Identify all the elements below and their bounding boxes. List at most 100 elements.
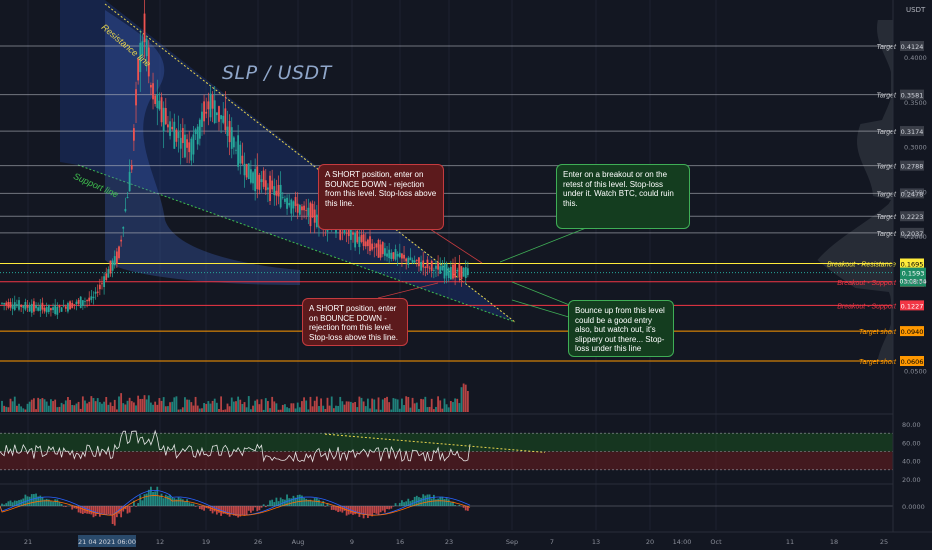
volume-bar	[445, 404, 448, 412]
volume-bar	[415, 402, 418, 412]
candle-body	[460, 266, 463, 280]
volume-bar	[103, 401, 106, 412]
macd-histogram-bar	[232, 506, 235, 516]
macd-histogram-bar	[435, 499, 437, 506]
macd-histogram-bar	[222, 506, 225, 514]
volume-bar	[449, 400, 452, 412]
volume-bar	[145, 399, 148, 412]
macd-histogram-bar	[177, 497, 180, 506]
volume-bar	[381, 399, 384, 412]
rsi-tick-1: 60.00	[902, 439, 921, 447]
candle-body	[186, 139, 188, 148]
level-label-0: Target	[876, 44, 897, 51]
volume-bar	[47, 405, 50, 412]
candle-body	[226, 126, 229, 136]
volume-bar	[150, 402, 152, 412]
macd-histogram-bar	[254, 506, 257, 508]
volume-bar	[315, 396, 318, 412]
volume-bar	[258, 404, 261, 412]
volume-bar	[318, 406, 320, 412]
level-price-box-0	[900, 41, 924, 51]
volume-bar	[101, 403, 103, 412]
macd-tick: 0.0000	[902, 503, 925, 511]
volume-bar	[403, 405, 405, 412]
time-tick-1: 12	[156, 538, 164, 546]
macd-histogram-bar	[386, 506, 388, 510]
macd-histogram-bar	[58, 501, 61, 506]
volume-bar	[139, 398, 142, 412]
macd-histogram-bar	[90, 506, 93, 515]
volume-bar	[309, 396, 312, 412]
volume-bar	[220, 396, 223, 412]
macd-histogram-bar	[279, 497, 282, 506]
volume-bar	[239, 399, 242, 412]
volume-bar	[192, 405, 195, 412]
candle-body	[24, 302, 27, 310]
volume-bar	[271, 396, 274, 412]
candle-body	[224, 108, 227, 131]
macd-histogram-bar	[120, 506, 123, 518]
candle-body	[7, 302, 10, 308]
macd-histogram-bar	[73, 506, 76, 509]
macd-histogram-bar	[403, 502, 405, 506]
volume-bar	[124, 404, 127, 412]
volume-bar	[430, 398, 433, 412]
level-label-3: Target	[876, 164, 897, 171]
volume-bar	[45, 401, 48, 412]
volume-bar	[322, 405, 325, 412]
volume-bar	[28, 401, 31, 412]
macd-histogram-bar	[281, 499, 284, 506]
candle-body	[381, 242, 384, 255]
volume-bar	[335, 405, 337, 412]
volume-bar	[401, 398, 403, 412]
volume-bar	[196, 405, 199, 412]
volume-bar	[50, 399, 52, 412]
candle-body	[11, 304, 14, 309]
candle-body	[373, 247, 376, 249]
volume-bar	[447, 407, 450, 412]
volume-bar	[228, 406, 231, 412]
macd-histogram-bar	[275, 497, 278, 506]
candle-body	[364, 241, 367, 247]
macd-histogram-bar	[356, 506, 359, 514]
candle-body	[296, 203, 299, 213]
macd-histogram-bar	[5, 503, 8, 506]
volume-bar	[311, 406, 314, 412]
candle-body	[237, 135, 240, 167]
candle-body	[384, 248, 386, 256]
macd-histogram-bar	[26, 496, 29, 506]
macd-histogram-bar	[124, 506, 127, 510]
macd-histogram-bar	[366, 506, 369, 519]
volume-bar	[218, 409, 220, 412]
macd-histogram-bar	[298, 494, 301, 506]
macd-histogram-bar	[103, 506, 106, 515]
macd-histogram-bar	[50, 501, 52, 506]
macd-histogram-bar	[154, 491, 157, 506]
connector-bounce-a	[511, 281, 573, 307]
candle-body	[45, 307, 48, 313]
volume-bar	[262, 409, 265, 412]
volume-bar	[175, 396, 178, 412]
candle-body	[175, 129, 178, 142]
volume-bar	[77, 401, 80, 412]
volume-bar	[366, 398, 369, 412]
macd-histogram-bar	[96, 506, 99, 514]
macd-histogram-bar	[441, 496, 444, 506]
macd-histogram-bar	[220, 506, 223, 516]
volume-bar	[456, 398, 459, 412]
price-tick-0: 0.4000	[904, 54, 927, 62]
macd-histogram-bar	[79, 506, 82, 514]
candle-body	[162, 107, 165, 132]
time-tick-16: 25	[880, 538, 888, 546]
volume-bar	[439, 400, 442, 412]
volume-bar	[33, 398, 35, 412]
volume-bar	[9, 398, 12, 412]
volume-bar	[264, 398, 267, 412]
macd-histogram-bar	[398, 502, 401, 506]
volume-bar	[347, 401, 350, 412]
volume-bar	[352, 402, 354, 412]
macd-histogram-bar	[445, 498, 448, 506]
level-price-10: 0.0940	[901, 328, 924, 336]
volume-bar	[18, 403, 20, 412]
